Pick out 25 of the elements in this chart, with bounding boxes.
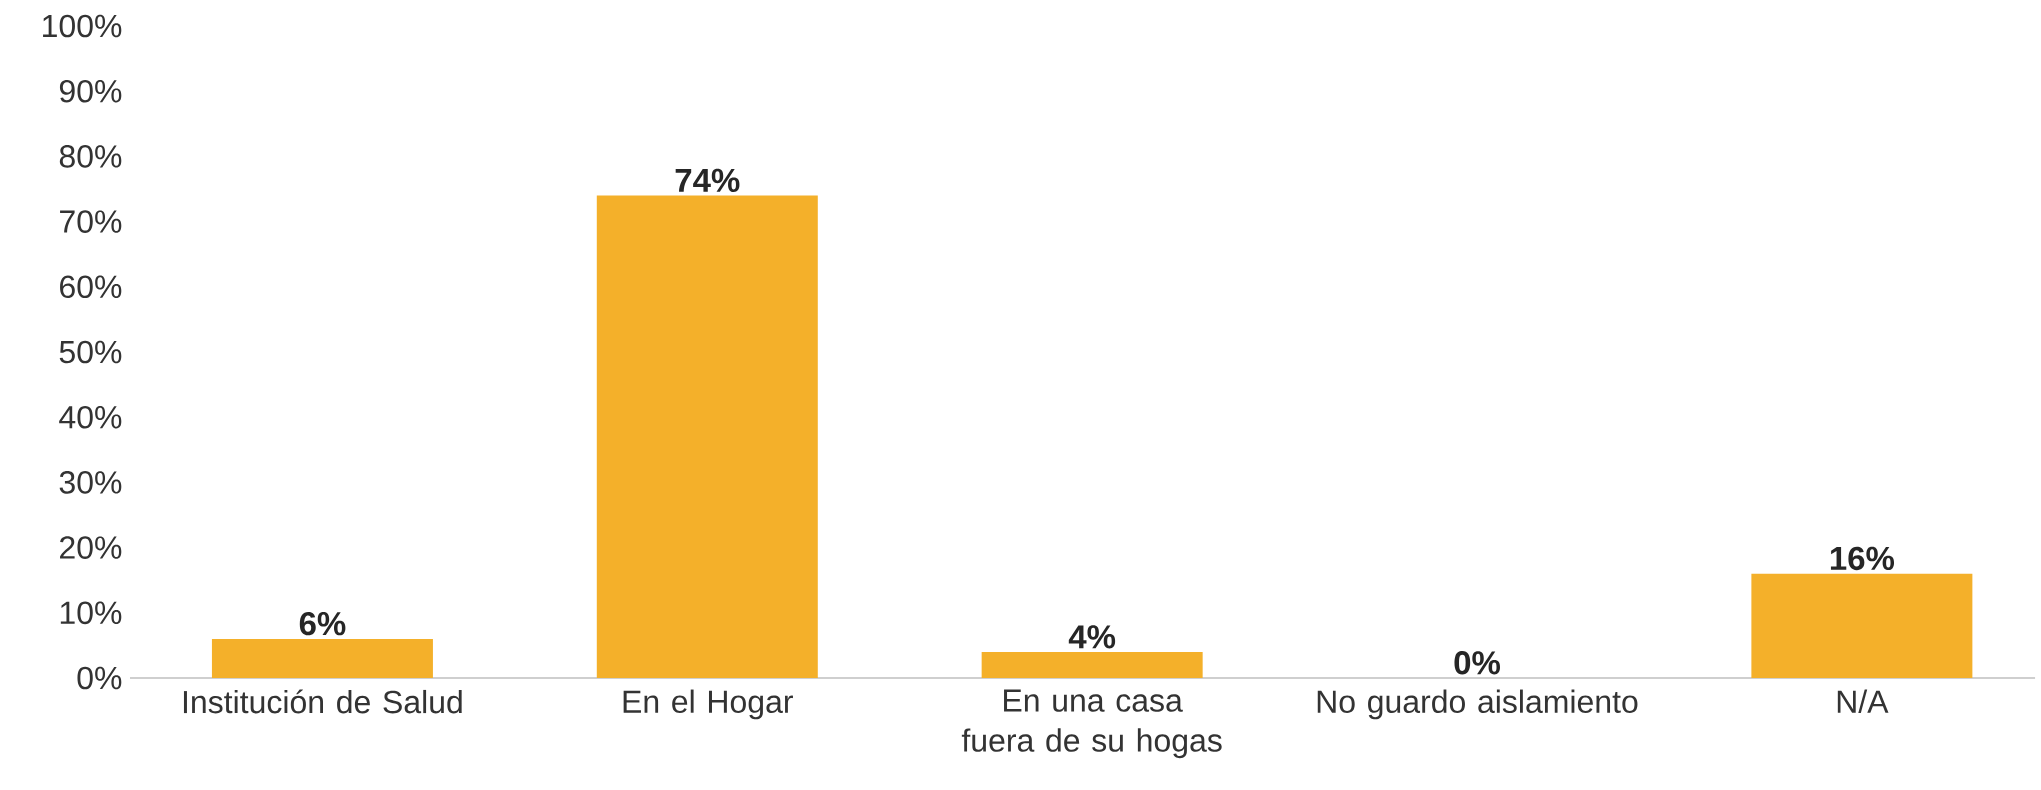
y-tick-label: 60%	[60, 275, 122, 299]
y-tick-label: 70%	[60, 210, 122, 233]
y-tick-label: 50%	[59, 340, 122, 364]
y-tick-label: 80%	[59, 145, 122, 168]
data-label: 4%	[1068, 625, 1116, 649]
x-tick-label: En el Hogar	[623, 689, 793, 720]
y-tick-label: 30%	[59, 471, 122, 494]
y-tick-label: 40%	[59, 405, 122, 429]
x-tick-label: Institución de Salud	[183, 689, 462, 714]
data-label: 6%	[299, 611, 346, 636]
bar	[1751, 573, 1973, 678]
bar	[211, 638, 433, 678]
x-tick-label: En una casa fuera de su hogas	[961, 689, 1222, 759]
x-tick-label: No guardo aislamiento	[1317, 689, 1638, 720]
bar	[981, 651, 1203, 678]
y-tick-label: 0%	[77, 666, 122, 690]
data-label: 0%	[1454, 651, 1500, 675]
data-label: 16%	[1830, 546, 1895, 571]
bar	[596, 195, 818, 678]
y-tick-label: 20%	[60, 536, 122, 559]
y-tick-label: 100%	[43, 14, 122, 38]
data-label: 74%	[675, 168, 740, 192]
y-tick-label: 10%	[60, 601, 122, 625]
x-tick-label: N/A	[1837, 689, 1889, 714]
y-tick-label: 90%	[59, 79, 122, 103]
